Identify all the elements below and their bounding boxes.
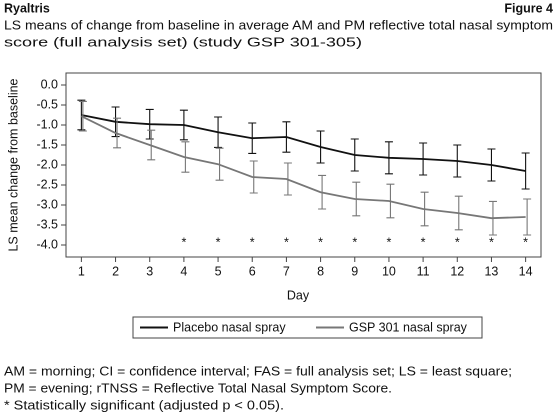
y-tick-label: -2.0 bbox=[36, 157, 58, 171]
error-bar bbox=[111, 106, 120, 138]
error-bar bbox=[145, 108, 154, 140]
legend bbox=[132, 316, 483, 339]
x-axis-label: Day bbox=[287, 288, 310, 302]
significance-marker: * bbox=[284, 235, 289, 249]
x-tick-label: 14 bbox=[519, 264, 533, 278]
error-bar bbox=[113, 117, 122, 149]
error-bar bbox=[488, 200, 497, 236]
x-tick-label: 9 bbox=[351, 264, 358, 278]
x-tick-label: 7 bbox=[283, 264, 290, 278]
chart-title: score (full analysis set) (study GSP 301… bbox=[4, 35, 362, 49]
significance-marker: * bbox=[386, 235, 391, 249]
error-bar bbox=[521, 152, 530, 190]
x-tick-label: 11 bbox=[417, 264, 430, 278]
error-bar bbox=[147, 129, 156, 161]
significance-marker: * bbox=[216, 235, 221, 249]
chart-title: LS means of change from baseline in aver… bbox=[4, 18, 553, 32]
error-bar bbox=[523, 198, 532, 236]
x-tick-label: 5 bbox=[215, 264, 222, 278]
series-line bbox=[80, 115, 526, 220]
series-line bbox=[81, 114, 526, 172]
y-tick-label: 0.0 bbox=[41, 77, 58, 91]
significance-marker: * bbox=[489, 235, 494, 249]
error-bar bbox=[78, 100, 87, 132]
y-tick-label: -4.0 bbox=[36, 237, 58, 251]
error-bar bbox=[487, 148, 496, 182]
x-tick-label: 8 bbox=[317, 264, 324, 278]
footnote: AM = morning; CI = confidence interval; … bbox=[4, 364, 512, 378]
x-tick-label: 3 bbox=[146, 264, 153, 278]
significance-marker: * bbox=[250, 235, 255, 249]
x-tick-label: 6 bbox=[249, 264, 256, 278]
x-tick-label: 13 bbox=[484, 264, 498, 278]
y-tick-label: -3.0 bbox=[36, 197, 58, 211]
footnote: * Statistically significant (adjusted p … bbox=[4, 398, 284, 412]
legend-label: GSP 301 nasal spray bbox=[349, 320, 468, 334]
legend-label: Placebo nasal spray bbox=[173, 320, 286, 334]
error-bar bbox=[454, 195, 463, 231]
error-bar bbox=[318, 174, 327, 210]
footnote: PM = evening; rTNSS = Reflective Total N… bbox=[4, 381, 392, 395]
error-bar bbox=[215, 147, 224, 181]
significance-marker: * bbox=[318, 235, 323, 249]
error-bar bbox=[386, 183, 395, 219]
error-bar bbox=[352, 181, 361, 217]
error-bar bbox=[282, 121, 291, 153]
figure-label: Figure 4 bbox=[504, 1, 553, 15]
error-bar bbox=[214, 116, 223, 148]
y-tick-label: -1.5 bbox=[36, 137, 58, 151]
error-bar bbox=[350, 138, 359, 172]
error-bar bbox=[248, 122, 257, 154]
plot-frame bbox=[65, 72, 542, 258]
x-tick-label: 10 bbox=[382, 264, 396, 278]
significance-marker: * bbox=[181, 235, 186, 249]
error-bar bbox=[453, 144, 462, 178]
y-tick-label: -0.5 bbox=[36, 97, 58, 111]
error-bar bbox=[249, 160, 258, 194]
error-bar bbox=[77, 99, 86, 131]
x-tick-label: 1 bbox=[78, 264, 85, 278]
x-tick-label: 4 bbox=[180, 264, 187, 278]
significance-marker: * bbox=[523, 235, 528, 249]
error-bar bbox=[420, 191, 429, 227]
y-axis-label: LS mean change from baseline bbox=[6, 78, 20, 251]
y-tick-label: -2.5 bbox=[36, 177, 58, 191]
significance-marker: * bbox=[455, 235, 460, 249]
significance-marker: * bbox=[352, 235, 357, 249]
error-bar bbox=[419, 142, 428, 176]
y-tick-label: -3.5 bbox=[36, 217, 58, 231]
error-bar bbox=[283, 162, 292, 196]
error-bar bbox=[384, 141, 393, 175]
significance-marker: * bbox=[421, 235, 426, 249]
x-tick-label: 12 bbox=[450, 264, 464, 278]
error-bar bbox=[181, 141, 190, 173]
x-tick-label: 2 bbox=[112, 264, 119, 278]
error-bar bbox=[316, 130, 325, 164]
error-bar bbox=[179, 109, 188, 141]
y-tick-label: -1.0 bbox=[36, 117, 58, 131]
brand: Ryaltris bbox=[4, 1, 50, 15]
